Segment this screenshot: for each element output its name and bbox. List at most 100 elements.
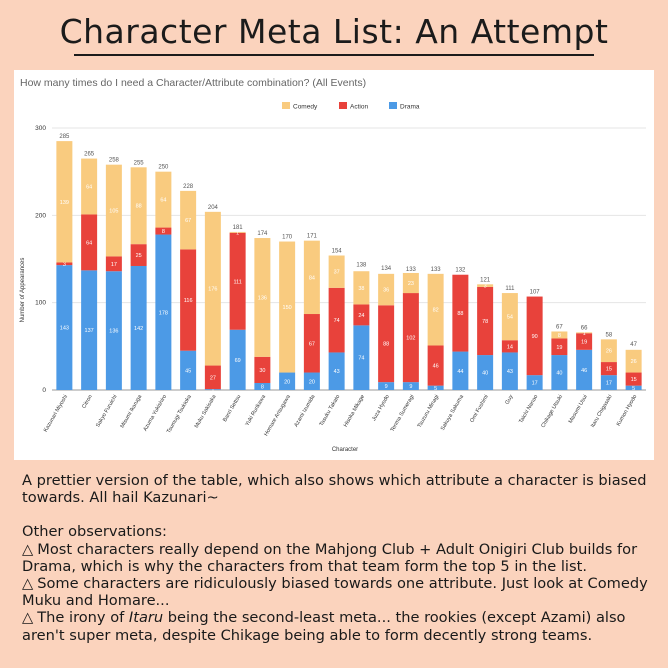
data-label-drama: 137 bbox=[85, 328, 94, 334]
data-label-action: 111 bbox=[233, 279, 241, 285]
bar-segment-drama bbox=[402, 382, 419, 390]
data-label-action: 19 bbox=[581, 340, 587, 346]
data-label-comedy: 139 bbox=[60, 200, 69, 206]
stacked-bar-chart: How many times do I need a Character/Att… bbox=[20, 77, 646, 453]
data-label-comedy: 176 bbox=[208, 287, 217, 293]
data-label-action: 27 bbox=[210, 375, 216, 381]
total-label: 174 bbox=[257, 231, 268, 237]
data-label-drama: 9 bbox=[409, 384, 412, 390]
bar-segment-action bbox=[452, 274, 469, 352]
bar-segment-comedy bbox=[427, 273, 444, 346]
total-label: 170 bbox=[282, 235, 293, 241]
x-tick-label: Taichi Nanao bbox=[518, 394, 539, 425]
bar-segment-action bbox=[477, 286, 494, 356]
data-label-drama: 136 bbox=[109, 329, 118, 335]
bar-segment-drama bbox=[477, 355, 494, 390]
data-label-comedy: 84 bbox=[309, 275, 315, 281]
data-label-comedy: 54 bbox=[507, 315, 513, 321]
data-label-comedy: 38 bbox=[358, 286, 364, 292]
data-label-comedy: 150 bbox=[283, 305, 292, 311]
page-title: Character Meta List: An Attempt bbox=[59, 12, 609, 51]
bar-segment-drama bbox=[501, 352, 518, 390]
title-underline bbox=[74, 54, 594, 56]
data-label-drama: 69 bbox=[235, 358, 241, 364]
data-label-action: 14 bbox=[507, 344, 513, 350]
bar-segment-action bbox=[402, 293, 419, 383]
bar-segment-action bbox=[526, 296, 543, 376]
data-label-comedy: 64 bbox=[86, 185, 92, 191]
chart-bars: 1433139285137646426513617105258142258825… bbox=[56, 134, 642, 394]
total-label: 107 bbox=[530, 290, 541, 296]
bullet-1-text: Most characters really depend on the Mah… bbox=[22, 540, 638, 575]
data-label-action: 8 bbox=[162, 229, 165, 235]
data-label-drama: 20 bbox=[309, 379, 315, 385]
bar-segment-drama bbox=[254, 383, 271, 390]
x-tick-label: Sakuya Sakuma bbox=[440, 393, 466, 431]
bar-segment-comedy bbox=[328, 255, 345, 288]
data-label-comedy: 1 bbox=[583, 331, 586, 337]
bar-segment-drama bbox=[600, 375, 617, 390]
bar-segment-action bbox=[427, 345, 444, 386]
bar-segment-action bbox=[576, 333, 593, 350]
data-label-comedy: 88 bbox=[136, 204, 142, 210]
bar-segment-comedy bbox=[378, 273, 395, 306]
total-label: 250 bbox=[158, 165, 169, 171]
bar-segment-comedy bbox=[402, 272, 419, 294]
notes-heading: Other observations: bbox=[22, 523, 167, 541]
x-axis-label: Character bbox=[332, 447, 358, 453]
x-axis-labels: Kazunari Miyoshi Citron Sakyo Furuichi Misu… bbox=[43, 393, 638, 437]
data-label-comedy: 82 bbox=[433, 308, 439, 314]
data-label-action: 102 bbox=[406, 336, 415, 342]
data-label-action: 88 bbox=[383, 342, 389, 348]
y-tick-label: 100 bbox=[35, 300, 46, 307]
total-label: 285 bbox=[59, 134, 70, 140]
data-label-action: 46 bbox=[433, 364, 439, 370]
data-label-drama: 45 bbox=[185, 368, 191, 374]
data-label-action: 30 bbox=[259, 368, 265, 374]
x-tick-label: Kumon Hyodo bbox=[616, 394, 639, 427]
data-label-drama: 142 bbox=[134, 326, 143, 332]
x-tick-label: Muku Sakisaka bbox=[194, 393, 218, 429]
bar-segment-drama bbox=[625, 385, 642, 390]
data-label-comedy: 23 bbox=[408, 281, 414, 287]
data-label-action: 19 bbox=[556, 345, 562, 351]
data-label-comedy: 3 bbox=[484, 284, 487, 290]
total-label: 255 bbox=[134, 160, 145, 166]
data-label-action: 78 bbox=[482, 319, 488, 325]
legend-label-drama: Drama bbox=[400, 104, 420, 111]
total-label: 204 bbox=[208, 205, 219, 211]
chart-card: How many times do I need a Character/Att… bbox=[14, 70, 654, 460]
data-label-action: 88 bbox=[457, 311, 463, 317]
data-label-action: 3 bbox=[63, 262, 66, 268]
data-label-action: 24 bbox=[358, 313, 364, 319]
total-label: 154 bbox=[332, 249, 343, 255]
bar-segment-action bbox=[81, 214, 98, 271]
data-label-drama: 1 bbox=[211, 388, 214, 394]
y-tick-label: 200 bbox=[35, 212, 46, 219]
x-tick-label: Masumi Usui bbox=[568, 394, 589, 425]
x-tick-label: Misumi Ikaruga bbox=[120, 393, 144, 429]
legend-swatch-comedy bbox=[282, 102, 290, 109]
x-tick-label: Yuki Rurikawa bbox=[244, 393, 267, 427]
bar-segment-action bbox=[551, 338, 568, 356]
bar-segment-comedy bbox=[155, 171, 172, 228]
notes-intro: A prettier version of the table, which a… bbox=[22, 472, 647, 507]
data-label-drama: 178 bbox=[159, 310, 168, 316]
data-label-comedy: 136 bbox=[258, 295, 267, 301]
legend-swatch-drama bbox=[389, 102, 397, 109]
bar-segment-action bbox=[353, 304, 370, 326]
data-label-drama: 74 bbox=[358, 356, 364, 362]
total-label: 134 bbox=[381, 266, 392, 272]
bar-segment-action bbox=[501, 340, 518, 353]
total-label: 66 bbox=[581, 325, 588, 331]
data-label-comedy: 37 bbox=[334, 270, 340, 276]
notes-bullet-1: △ Most characters really depend on the Ma… bbox=[22, 541, 652, 575]
x-tick-label: Juza Hyodo bbox=[371, 394, 391, 422]
total-label: 228 bbox=[183, 184, 194, 190]
bar-segment-action bbox=[130, 244, 147, 266]
bar-segment-comedy bbox=[477, 284, 494, 287]
bar-segment-comedy bbox=[600, 339, 617, 363]
bar-segment-drama bbox=[427, 385, 444, 390]
data-label-drama: 20 bbox=[284, 379, 290, 385]
bar-segment-drama bbox=[105, 271, 122, 390]
